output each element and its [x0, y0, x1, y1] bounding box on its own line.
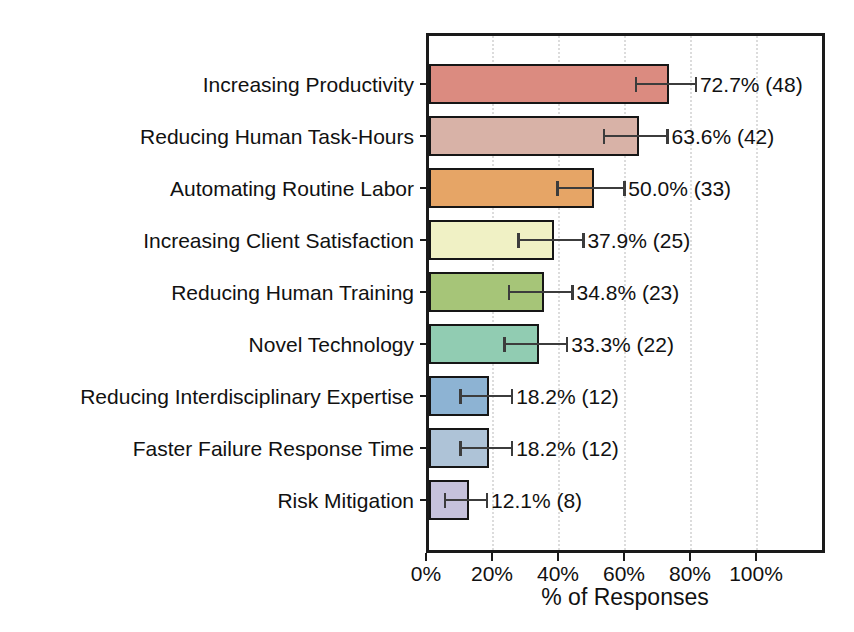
category-label: Reducing Human Training [171, 282, 414, 303]
y-axis-tick [420, 343, 426, 346]
category-label: Reducing Human Task-Hours [140, 126, 414, 147]
error-bar-line [519, 239, 584, 242]
error-bar-cap-high [623, 181, 626, 196]
bar-value-label: 18.2% (12) [516, 438, 619, 459]
x-axis-tick-label: 20% [471, 563, 513, 584]
category-label: Reducing Interdisciplinary Expertise [80, 386, 414, 407]
x-axis-tick-60% [623, 553, 626, 561]
error-bar-cap-high [486, 493, 489, 508]
y-axis-tick [420, 447, 426, 450]
x-axis-tick-100% [755, 553, 758, 561]
x-axis-title: % of Responses [541, 586, 708, 609]
error-bar-cap-high [582, 233, 585, 248]
category-label: Novel Technology [249, 334, 414, 355]
error-bar-line [460, 395, 512, 398]
error-bar-cap-high [566, 337, 569, 352]
bar-value-label: 50.0% (33) [628, 178, 731, 199]
error-bar-cap-low [459, 389, 462, 404]
y-axis-tick [420, 135, 426, 138]
error-bar-cap-high [571, 285, 574, 300]
x-axis-tick-label: 80% [669, 563, 711, 584]
error-bar-line [445, 499, 487, 502]
y-axis-tick [420, 395, 426, 398]
error-bar-cap-low [444, 493, 447, 508]
error-bar-line [604, 135, 667, 138]
y-axis-tick [420, 239, 426, 242]
error-bar-cap-low [459, 441, 462, 456]
bar-value-label: 33.3% (22) [571, 334, 674, 355]
category-label: Increasing Client Satisfaction [143, 230, 414, 251]
error-bar-cap-low [603, 129, 606, 144]
x-axis-tick-label: 40% [537, 563, 579, 584]
y-axis-tick [420, 499, 426, 502]
error-bar-line [505, 343, 568, 346]
bar-value-label: 12.1% (8) [491, 490, 582, 511]
error-bar-line [460, 447, 512, 450]
gridline-100% [756, 36, 758, 550]
x-axis-tick-20% [491, 553, 494, 561]
x-axis-tick-label: 60% [603, 563, 645, 584]
plot-area: 72.7% (48) 63.6% (42) 50.0% (33) 37.9% (25)… [426, 33, 825, 553]
error-bar-cap-low [556, 181, 559, 196]
category-label: Risk Mitigation [277, 490, 414, 511]
x-axis-tick-80% [689, 553, 692, 561]
y-axis-tick [420, 291, 426, 294]
gridline-80% [690, 36, 692, 550]
x-axis-tick-40% [557, 553, 560, 561]
bar-value-label: 18.2% (12) [516, 386, 619, 407]
error-bar-cap-high [666, 129, 669, 144]
error-bar-line [509, 291, 572, 294]
bar-value-label: 34.8% (23) [577, 282, 680, 303]
bar-value-label: 72.7% (48) [700, 74, 803, 95]
error-bar-cap-high [511, 389, 514, 404]
bar-value-label: 63.6% (42) [672, 126, 775, 147]
category-label: Increasing Productivity [203, 74, 414, 95]
category-label: Automating Routine Labor [170, 178, 414, 199]
y-axis-tick [420, 187, 426, 190]
error-bar-line [636, 83, 696, 86]
y-axis-tick [420, 83, 426, 86]
category-label: Faster Failure Response Time [133, 438, 414, 459]
bar-value-label: 37.9% (25) [587, 230, 690, 251]
x-axis-tick-label: 100% [729, 563, 783, 584]
error-bar-cap-low [503, 337, 506, 352]
x-axis-tick-label: 0% [411, 563, 441, 584]
error-bar-cap-low [508, 285, 511, 300]
error-bar-line [558, 187, 625, 190]
error-bar-cap-high [695, 77, 698, 92]
x-axis-tick-0% [425, 553, 428, 561]
error-bar-cap-high [511, 441, 514, 456]
bar-chart-figure: 72.7% (48) 63.6% (42) 50.0% (33) 37.9% (25)… [0, 0, 854, 632]
bar-1 [429, 64, 669, 104]
error-bar-cap-low [517, 233, 520, 248]
error-bar-cap-low [635, 77, 638, 92]
